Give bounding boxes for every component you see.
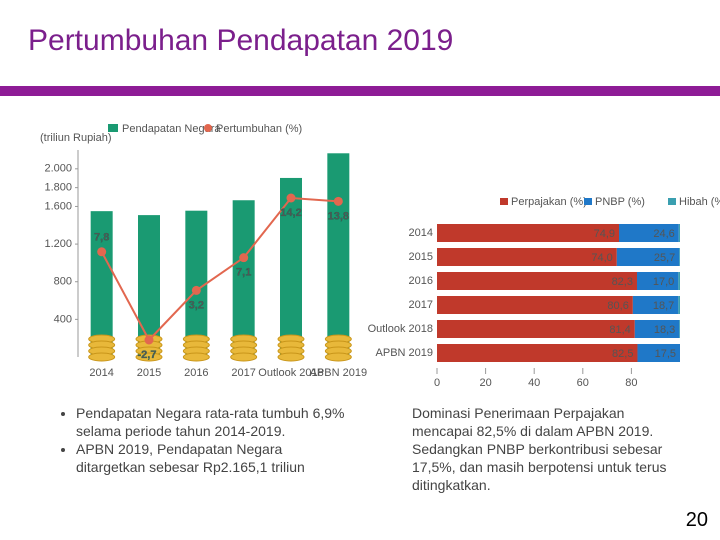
bar-segment xyxy=(619,224,679,242)
data-label: 7,1 xyxy=(236,267,251,279)
legend-swatch xyxy=(584,198,592,205)
x-tick-label: 2017 xyxy=(231,367,255,379)
legend-swatch xyxy=(204,124,212,132)
bar-segment xyxy=(437,224,620,242)
data-label: 13,8 xyxy=(328,210,349,222)
data-label: 17,5 xyxy=(655,348,676,360)
notes-right: Dominasi Penerimaan Perpajakan mencapai … xyxy=(412,405,667,493)
bar-segment xyxy=(637,344,680,362)
slide-title: Pertumbuhan Pendapatan 2019 xyxy=(28,24,454,57)
bar-segment xyxy=(616,248,680,266)
coin xyxy=(230,352,258,362)
data-label: 14,2 xyxy=(280,207,301,219)
legend-swatch xyxy=(668,198,676,205)
data-label: 18,3 xyxy=(654,324,675,336)
x-tick-label: 60 xyxy=(577,377,589,389)
note: Pendapatan Negara rata-rata tumbuh 6,9% … xyxy=(76,404,346,440)
data-label: 81,4 xyxy=(609,324,630,336)
coin xyxy=(135,352,163,362)
legend-label: Perpajakan (%) xyxy=(511,196,587,208)
bar-segment xyxy=(632,296,679,314)
data-label: 80,6 xyxy=(607,300,628,312)
x-tick-label: 20 xyxy=(479,377,491,389)
legend-label: PNBP (%) xyxy=(595,196,645,208)
bar-segment xyxy=(634,320,680,338)
bar-segment xyxy=(678,272,680,290)
point xyxy=(191,285,201,295)
axis-label: (triliun Rupiah) xyxy=(40,132,112,144)
bar-segment xyxy=(679,320,680,338)
data-label: 24,6 xyxy=(653,228,674,240)
title-bar xyxy=(0,86,720,96)
bar-segment xyxy=(437,296,633,314)
coin xyxy=(324,352,352,362)
data-label: 25,7 xyxy=(654,252,675,264)
coin xyxy=(277,352,305,362)
y-tick-label: 1.200 xyxy=(44,238,72,250)
point xyxy=(97,247,107,257)
data-label: 17,0 xyxy=(653,276,674,288)
data-label: 82,3 xyxy=(612,276,633,288)
x-tick-label: 40 xyxy=(528,377,540,389)
data-label: 82,5 xyxy=(612,348,633,360)
x-tick-label: 80 xyxy=(625,377,637,389)
y-tick-label: 2017 xyxy=(409,299,433,311)
x-tick-label: 2014 xyxy=(89,367,113,379)
x-tick-label: APBN 2019 xyxy=(310,367,367,379)
bar-segment xyxy=(437,320,635,338)
y-tick-label: 400 xyxy=(54,313,72,325)
y-tick-label: Outlook 2018 xyxy=(368,323,433,335)
bar-segment xyxy=(636,272,679,290)
y-tick-label: 800 xyxy=(54,276,72,288)
y-tick-label: 1.800 xyxy=(44,182,72,194)
legend-swatch xyxy=(108,124,118,132)
x-tick-label: Outlook 2018 xyxy=(258,367,323,379)
bar xyxy=(138,215,160,357)
page-number: 20 xyxy=(685,509,708,531)
line xyxy=(100,196,339,342)
x-tick-label: 2016 xyxy=(184,367,208,379)
bar-segment xyxy=(437,248,617,266)
data-label: 3,2 xyxy=(189,299,204,311)
legend-label: Pertumbuhan (%) xyxy=(216,123,302,135)
y-tick-label: APBN 2019 xyxy=(376,347,433,359)
charts: (triliun Rupiah)4008001.2001.6001.8002.0… xyxy=(40,123,720,389)
bar xyxy=(90,211,113,357)
point xyxy=(333,196,343,206)
x-tick-label: 0 xyxy=(434,377,440,389)
legend-swatch xyxy=(500,198,508,205)
y-tick-label: 2.000 xyxy=(44,163,72,175)
data-label: 18,7 xyxy=(653,300,674,312)
point xyxy=(286,193,296,203)
y-tick-label: 2015 xyxy=(409,251,433,263)
bar-segment xyxy=(437,272,637,290)
point xyxy=(239,253,249,263)
y-tick-label: 2016 xyxy=(409,275,433,287)
coin xyxy=(88,352,116,362)
data-label: -2,7 xyxy=(138,349,157,361)
bar-segment xyxy=(678,224,680,242)
y-tick-label: 1.600 xyxy=(44,200,72,212)
bar xyxy=(327,153,350,357)
bar-segment xyxy=(679,248,680,266)
legend-label: Hibah (%) xyxy=(679,196,720,208)
bar-segment xyxy=(437,344,638,362)
bar-segment xyxy=(678,296,680,314)
data-label: 7,8 xyxy=(94,232,109,244)
bar xyxy=(280,177,302,357)
legend-label: Pendapatan Negara xyxy=(122,123,221,135)
y-tick-label: 2014 xyxy=(409,227,433,239)
coin xyxy=(182,352,210,362)
note: APBN 2019, Pendapatan Negara ditargetkan… xyxy=(76,440,346,476)
bar xyxy=(185,210,208,357)
notes-left: Pendapatan Negara rata-rata tumbuh 6,9% … xyxy=(62,404,346,476)
data-label: 74,9 xyxy=(594,228,615,240)
x-tick-label: 2015 xyxy=(137,367,161,379)
point xyxy=(144,335,154,345)
data-label: 74,0 xyxy=(591,252,612,264)
bar xyxy=(232,200,255,357)
